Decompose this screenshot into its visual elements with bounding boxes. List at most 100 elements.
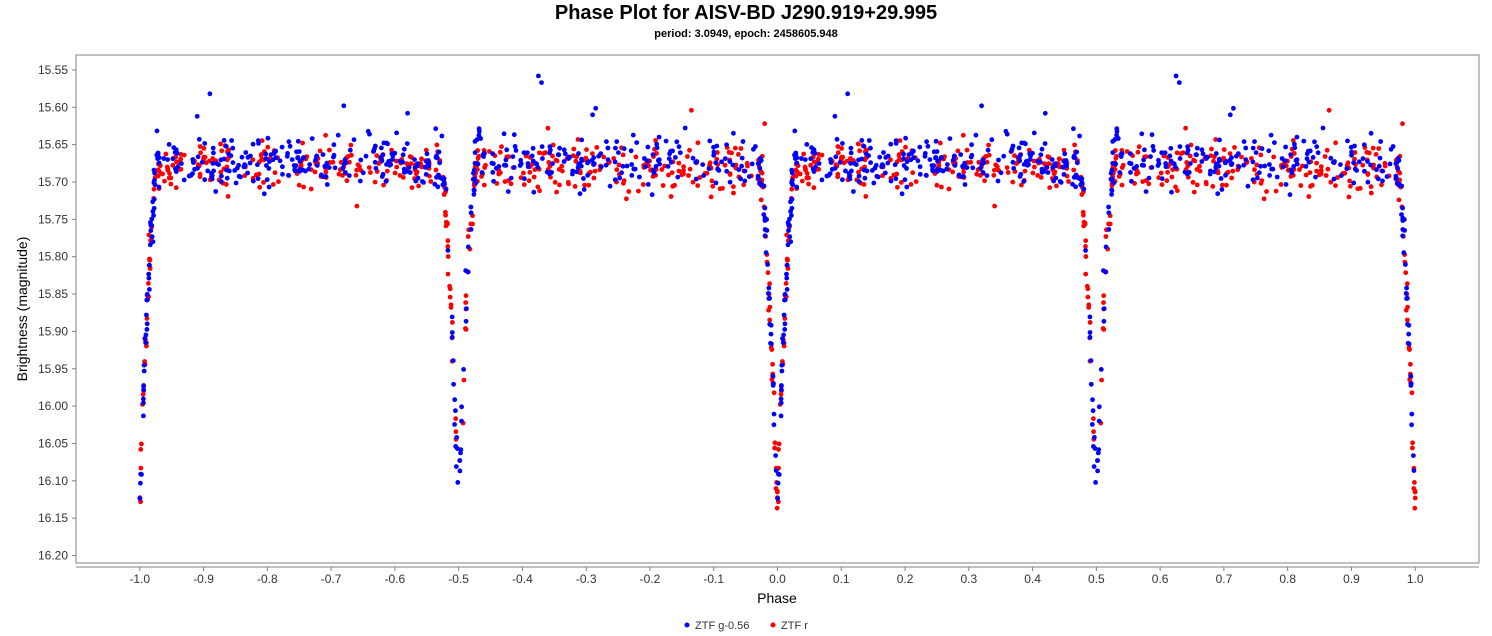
point-ztf-g — [150, 239, 156, 245]
point-ztf-g — [904, 159, 910, 165]
point-ztf-r — [1405, 304, 1410, 310]
point-ztf-g — [1060, 164, 1066, 170]
point-ztf-g — [843, 168, 848, 174]
point-ztf-r — [354, 203, 360, 209]
point-ztf-r — [1101, 300, 1106, 305]
point-ztf-g — [1106, 210, 1112, 216]
point-ztf-g — [1131, 165, 1137, 171]
point-ztf-g — [263, 151, 269, 157]
point-ztf-g — [653, 164, 659, 169]
point-ztf-r — [1054, 183, 1059, 189]
point-ztf-g — [780, 336, 785, 341]
point-ztf-r — [841, 160, 847, 166]
y-axis: 15.55 15.60 15.65 15.70 15.75 15.80 15.85 15.90… — [38, 63, 76, 563]
point-ztf-g — [1377, 155, 1383, 161]
point-ztf-g — [947, 136, 953, 142]
point-ztf-r — [839, 146, 844, 151]
point-ztf-g — [412, 157, 417, 163]
point-ztf-r — [336, 171, 342, 177]
point-ztf-g — [209, 173, 215, 179]
point-ztf-r — [1405, 317, 1410, 323]
point-ztf-g — [453, 408, 458, 414]
point-ztf-g — [147, 242, 153, 248]
point-ztf-r — [769, 347, 775, 352]
point-ztf-g — [439, 133, 445, 139]
point-ztf-g — [149, 216, 155, 222]
point-ztf-r — [366, 165, 372, 171]
point-ztf-g — [226, 151, 232, 157]
point-ztf-r — [557, 182, 562, 188]
point-ztf-r — [258, 153, 264, 158]
point-ztf-r — [785, 257, 790, 263]
point-ztf-r — [445, 254, 451, 259]
point-ztf-g — [581, 187, 587, 192]
point-ztf-g — [432, 181, 438, 187]
point-ztf-g — [784, 262, 790, 268]
point-ztf-g — [713, 180, 719, 186]
point-ztf-g — [472, 176, 477, 182]
point-ztf-g — [1400, 233, 1406, 239]
point-ztf-r — [738, 146, 744, 151]
point-ztf-r — [1086, 305, 1092, 310]
point-ztf-g — [629, 173, 635, 178]
point-ztf-g — [782, 291, 788, 297]
point-ztf-g — [901, 156, 907, 162]
point-ztf-r — [1219, 182, 1225, 188]
point-ztf-g — [1095, 468, 1100, 474]
point-ztf-g — [969, 142, 974, 148]
point-ztf-g — [676, 144, 682, 150]
point-ztf-g — [1243, 145, 1249, 151]
point-ztf-g — [556, 152, 562, 158]
point-ztf-g — [1199, 147, 1205, 153]
point-ztf-r — [934, 182, 940, 188]
point-ztf-g — [851, 189, 856, 194]
point-ztf-g — [1031, 130, 1037, 136]
point-ztf-g — [491, 178, 496, 184]
point-ztf-g — [309, 136, 315, 142]
point-ztf-g — [1252, 139, 1257, 145]
point-ztf-g — [1365, 179, 1371, 185]
point-ztf-r — [589, 151, 595, 157]
point-ztf-g — [1332, 159, 1337, 164]
point-ztf-g — [1351, 180, 1357, 186]
point-ztf-g — [243, 150, 249, 155]
point-ztf-g — [888, 141, 894, 147]
point-ztf-g — [809, 145, 814, 151]
point-ztf-r — [139, 441, 144, 447]
point-ztf-r — [685, 154, 690, 159]
point-ztf-r — [138, 465, 144, 471]
point-ztf-g — [799, 156, 804, 161]
point-ztf-g — [859, 138, 865, 143]
point-ztf-g — [459, 418, 464, 424]
point-ztf-g — [771, 422, 777, 428]
point-ztf-r — [1146, 181, 1152, 187]
point-ztf-g — [645, 144, 651, 150]
point-ztf-g — [190, 157, 196, 162]
point-ztf-r — [483, 162, 488, 168]
point-ztf-g — [342, 170, 348, 175]
point-ztf-r — [138, 447, 144, 452]
point-ztf-g — [406, 165, 412, 170]
point-ztf-r — [811, 185, 817, 191]
point-ztf-g — [1274, 174, 1280, 180]
point-ztf-g — [969, 152, 975, 158]
point-ztf-g — [901, 151, 906, 157]
point-ztf-g — [166, 142, 172, 147]
point-ztf-g — [256, 141, 261, 146]
point-ztf-g — [1168, 158, 1174, 164]
point-ztf-g — [267, 159, 272, 165]
point-ztf-r — [259, 138, 265, 144]
point-ztf-r — [1091, 416, 1096, 422]
point-ztf-g — [1375, 176, 1381, 182]
point-ztf-r — [1083, 238, 1089, 244]
point-ztf-r — [895, 184, 900, 190]
point-ztf-g — [1151, 148, 1157, 153]
point-ztf-r — [669, 170, 675, 176]
point-ztf-r — [218, 169, 224, 175]
legend: ZTF g-0.56 ZTF r — [684, 620, 808, 632]
point-ztf-g — [530, 158, 536, 164]
point-ztf-g — [859, 156, 865, 162]
point-ztf-r — [1080, 209, 1086, 215]
y-tick-label: 16.20 — [38, 549, 68, 563]
point-ztf-g — [263, 156, 269, 162]
